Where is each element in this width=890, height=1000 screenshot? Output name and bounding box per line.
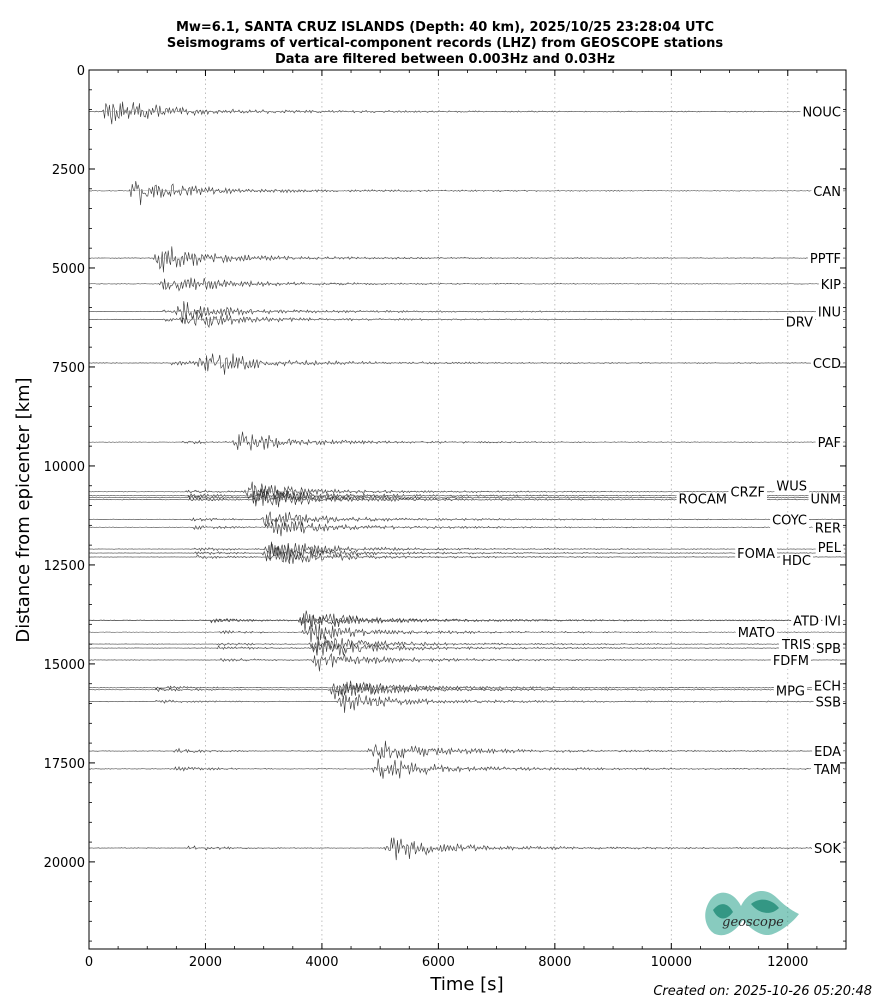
station-label-bg (810, 357, 843, 372)
station-label-bg (815, 436, 843, 452)
station-label-bg (780, 554, 813, 570)
station-label-bg (810, 762, 843, 778)
y-tick-label: 0 (77, 64, 85, 79)
station-label-tris: TRIS (781, 638, 811, 653)
station-label-ech: ECH (814, 680, 841, 695)
station-label-bg (812, 745, 844, 761)
station-label-tam: TAM (813, 763, 841, 778)
station-label-atd: ATD (793, 614, 819, 629)
station-label-nouc: NOUC (802, 106, 841, 121)
x-tick-label: 10000 (651, 955, 692, 970)
station-label-bg (783, 315, 816, 331)
station-label-mpg: MPG (776, 685, 805, 700)
station-label-coyc: COYC (772, 513, 807, 528)
chart-title-line-2: Seismograms of vertical-component record… (167, 36, 723, 51)
y-tick-label: 10000 (44, 460, 85, 475)
station-label-bg (676, 492, 729, 508)
station-label-ssb: SSB (816, 696, 841, 711)
station-label-crzf: CRZF (731, 486, 766, 501)
station-label-bg (773, 684, 807, 700)
station-label-bg (791, 614, 821, 630)
logo-shape (705, 891, 799, 936)
station-label-bg (728, 485, 767, 501)
station-label-ivi: IVI (824, 614, 841, 629)
station-label-bg (778, 638, 813, 654)
station-label-wus: WUS (776, 480, 807, 495)
y-tick-label: 7500 (52, 361, 85, 376)
station-label-bg (815, 541, 844, 557)
x-tick-label: 8000 (538, 955, 571, 970)
x-axis-label: Time [s] (429, 974, 503, 995)
station-label-bg (774, 479, 809, 495)
station-label-rocam: ROCAM (679, 493, 727, 508)
y-tick-label: 2500 (52, 163, 85, 178)
trace-eda (88, 740, 846, 759)
station-label-bg (813, 642, 843, 658)
station-label-drv: DRV (786, 315, 813, 330)
y-tick-label: 12500 (44, 559, 85, 574)
station-label-bg (811, 842, 844, 858)
x-tick-label: 0 (85, 955, 93, 970)
station-label-bg (815, 305, 843, 321)
station-labels: NOUC CAN PPTF KIP INU DRV CCD PAF WUS UNM CRZF ROCA… (676, 105, 844, 858)
station-label-sok: SOK (814, 842, 841, 857)
y-tick-label: 20000 (44, 856, 85, 871)
x-tick-label: 2000 (189, 955, 222, 970)
y-axis-label: Distance from epicenter [km] (13, 377, 34, 642)
station-label-bg (770, 653, 811, 669)
station-label-pptf: PPTF (810, 252, 841, 267)
axis-ticks: 0 2000 4000 6000 8000 10000 12000 0 2500 5000 7500… (44, 64, 847, 970)
station-label-bg (813, 695, 843, 711)
station-label-eda: EDA (814, 745, 841, 760)
station-label-bg (807, 252, 843, 268)
x-tick-label: 6000 (422, 955, 455, 970)
station-label-fdfm: FDFM (773, 654, 809, 669)
trace-fdfm (88, 652, 846, 672)
created-on-note: Created on: 2025-10-26 05:20:48 (653, 984, 872, 999)
y-tick-label: 5000 (52, 262, 85, 277)
y-tick-label: 15000 (44, 658, 85, 673)
chart-title-line-3: Data are filtered between 0.003Hz and 0.… (275, 52, 615, 67)
station-label-bg (818, 277, 844, 293)
x-tick-label: 4000 (305, 955, 338, 970)
station-label-mato: MATO (738, 626, 775, 641)
station-label-bg (735, 626, 777, 642)
station-label-bg (770, 513, 809, 529)
station-label-bg (808, 492, 843, 508)
station-label-inu: INU (818, 306, 841, 321)
x-tick-label: 12000 (767, 955, 808, 970)
station-label-foma: FOMA (737, 547, 775, 562)
trace-tam (88, 758, 846, 779)
station-label-can: CAN (813, 185, 841, 200)
logo-continents (713, 899, 779, 919)
plot-area: NOUC CAN PPTF KIP INU DRV CCD PAF WUS UNM CRZF ROCA… (44, 64, 847, 970)
station-label-bg (812, 521, 843, 537)
logo-text: geoscope (722, 915, 784, 930)
station-label-paf: PAF (818, 436, 841, 451)
station-label-hdc: HDC (782, 554, 811, 569)
station-label-kip: KIP (821, 278, 841, 293)
station-label-bg (800, 105, 843, 121)
station-label-unm: UNM (811, 493, 841, 508)
chart-title-line-1: Mw=6.1, SANTA CRUZ ISLANDS (Depth: 40 km… (176, 20, 714, 35)
y-tick-label: 17500 (44, 757, 85, 772)
station-label-bg (811, 679, 843, 695)
station-label-bg (735, 547, 778, 563)
station-label-spb: SPB (816, 642, 841, 657)
station-label-bg (811, 184, 843, 200)
station-label-bg (822, 614, 843, 630)
station-label-pel: PEL (818, 541, 842, 556)
geoscope-logo: geoscope (705, 891, 799, 936)
station-label-rer: RER (815, 521, 841, 536)
station-label-ccd: CCD (813, 357, 841, 372)
